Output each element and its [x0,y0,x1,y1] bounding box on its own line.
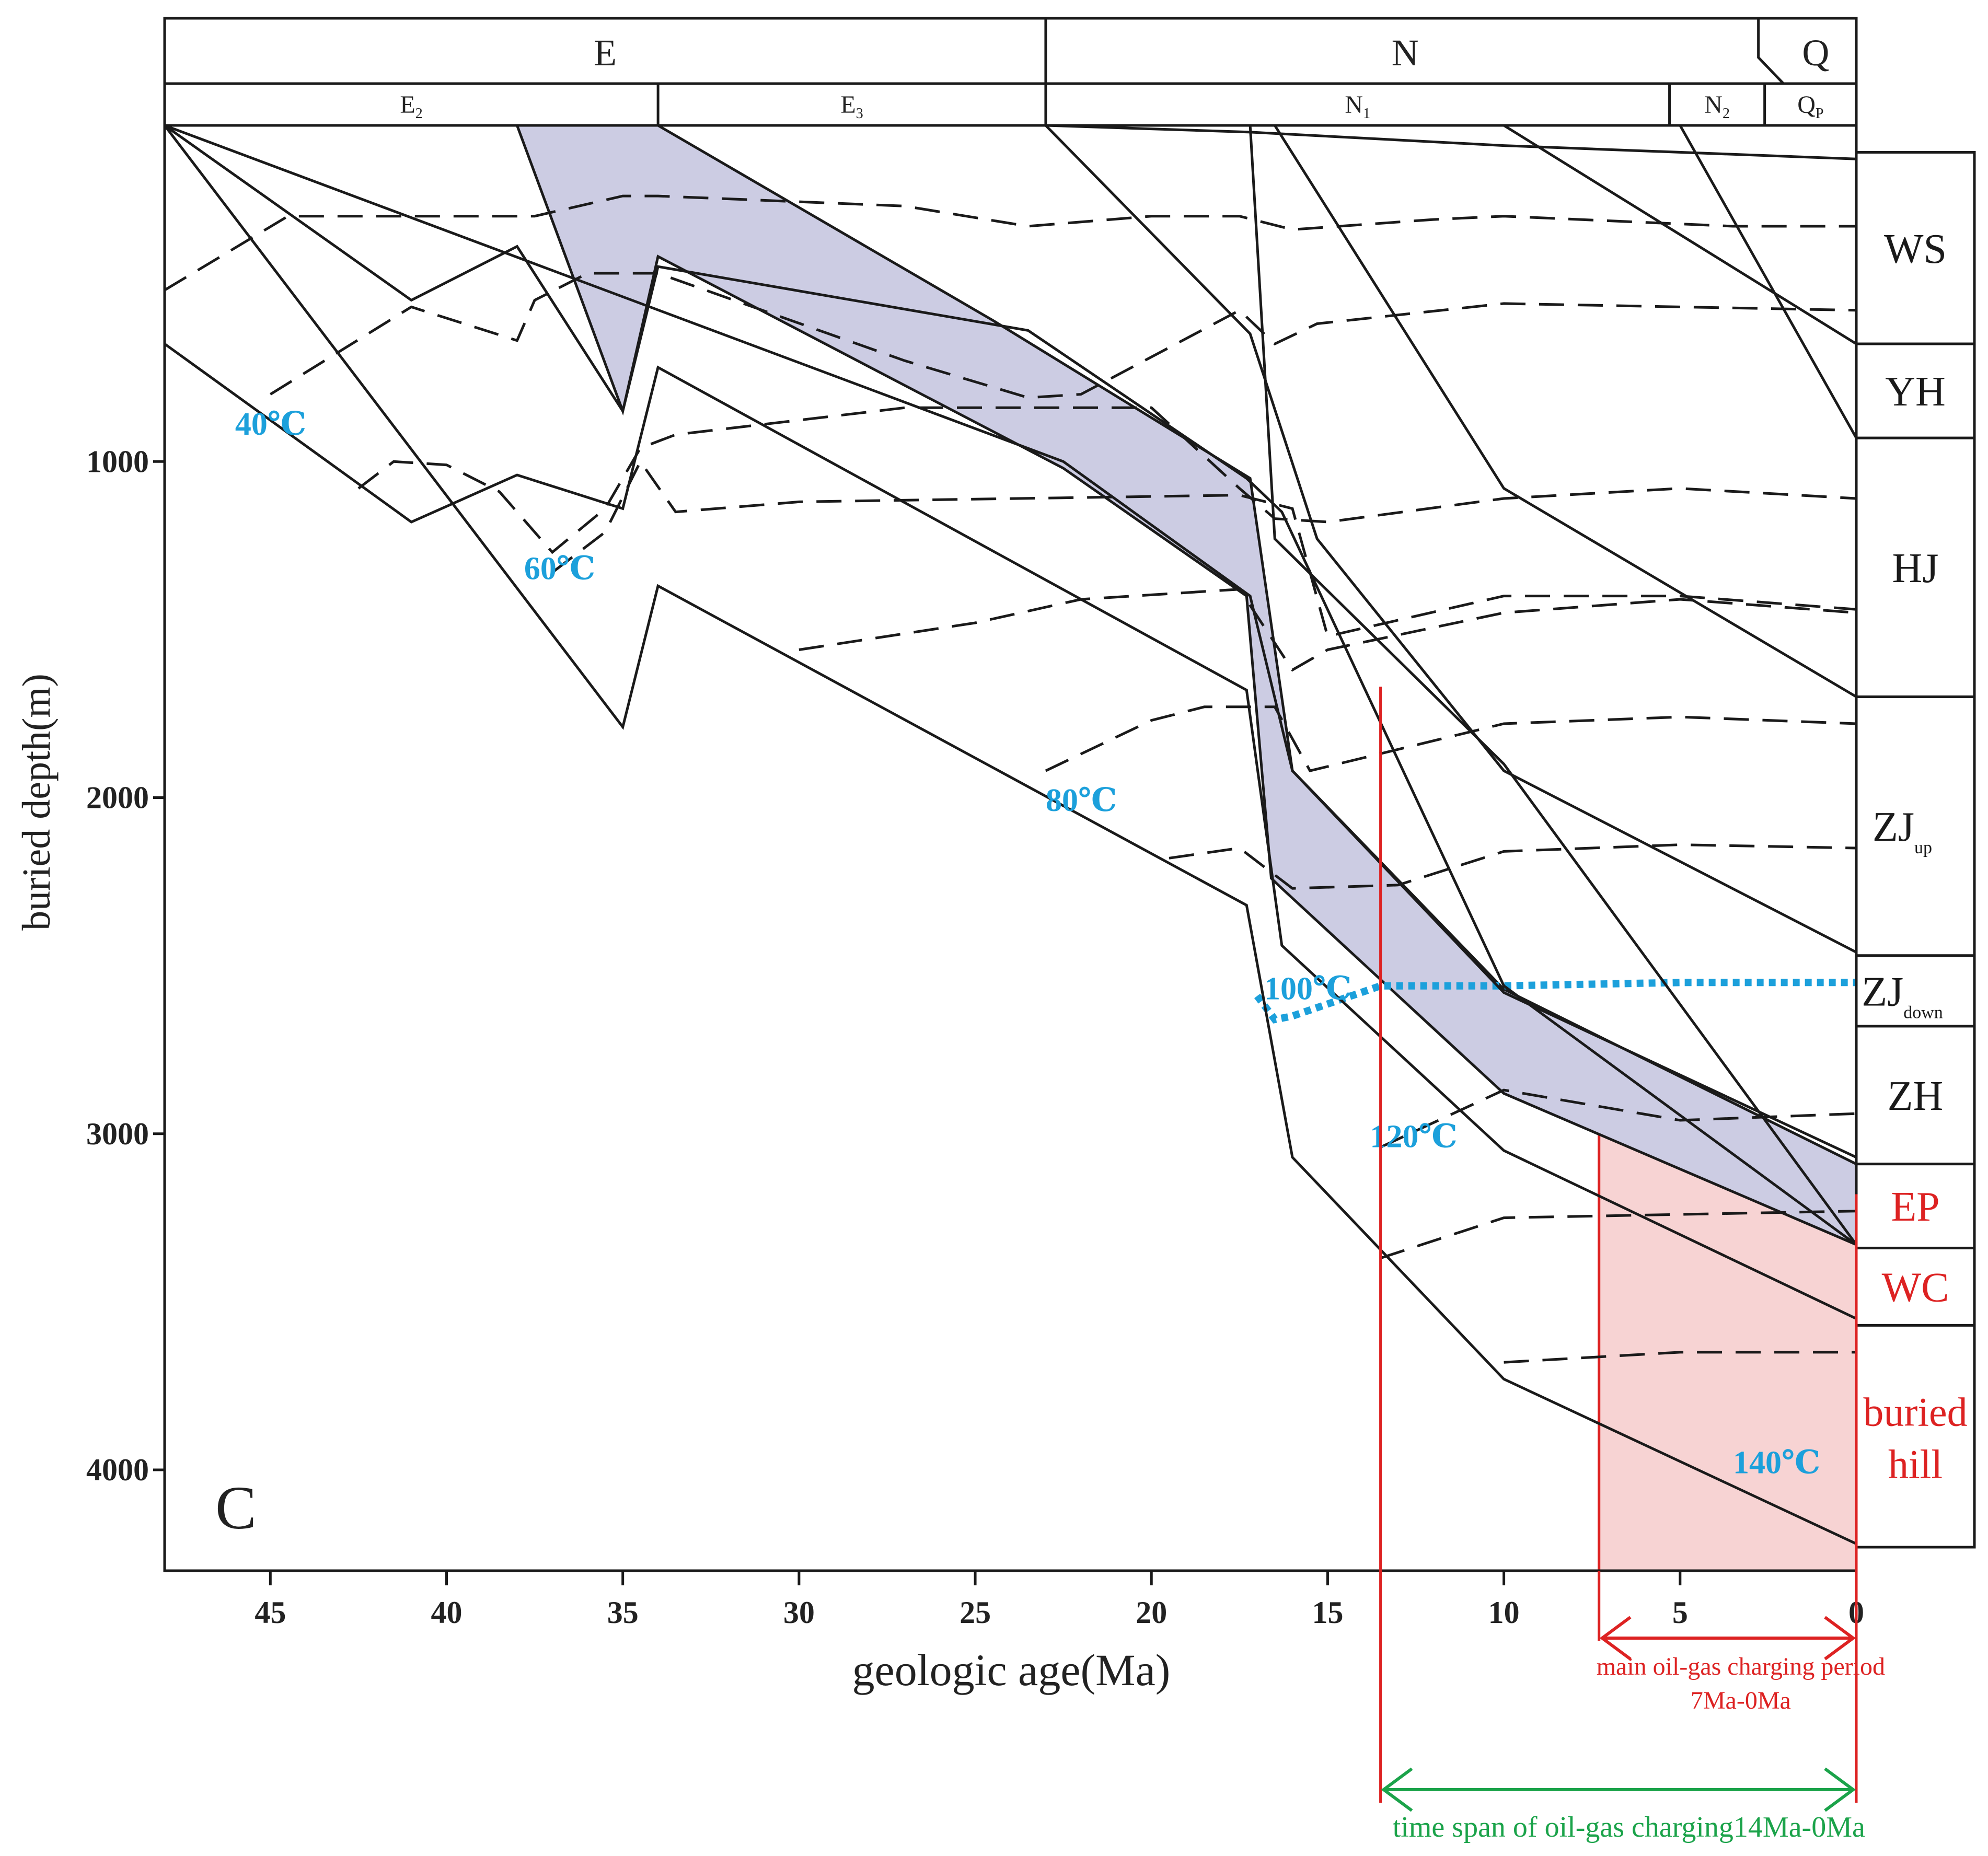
isotherm-line [1169,843,1856,890]
x-tick-label: 20 [1136,1595,1167,1630]
burial-curve [165,125,1856,1246]
isotherm-line [1045,705,1856,772]
burial-curve [1249,125,1856,1246]
filled-areas [515,125,1856,1571]
time-span-arrow-head-right [1824,1767,1856,1812]
formation-label: HJ [1892,546,1939,591]
main-charging-arrow-head-left [1599,1616,1632,1661]
isotherm-label: 40℃ [235,407,306,442]
isotherm-label: 100℃ [1264,971,1351,1006]
formation-box [1855,1163,1976,1249]
y-tick-label: 1000 [86,444,149,479]
isotherm-line [799,588,1856,672]
isotherm-label: 80℃ [1046,783,1117,818]
isotherm-line [1380,1210,1856,1260]
y-axis-title: buried depth(m) [15,674,59,931]
burial-curve [1274,125,1856,698]
x-tick-label: 40 [431,1595,463,1630]
formation-box [1855,1324,1976,1549]
x-tick-label: 5 [1672,1595,1688,1630]
formation-label: ZH [1888,1073,1944,1119]
formation-label: hill [1888,1442,1943,1487]
formation-label: EP [1891,1184,1939,1230]
annotations: 40℃ 60℃ 80℃ 100℃ 120℃ 140℃ main oil-gas chargi… [235,407,1885,1843]
formation-box [1855,342,1976,439]
x-tick-label: 15 [1312,1595,1343,1630]
isotherm-line [269,272,1856,399]
burial-curve [165,125,1856,1545]
stratigraphy-header: E N QE2 E3 N1 N2 QP [163,17,1858,127]
burial-curve [165,125,1856,1159]
main-charging-range-label: 7Ma-0Ma [1691,1687,1791,1714]
period-label: Q [1802,32,1829,74]
header-border [163,17,1858,127]
isotherm-line [357,406,1856,554]
formation-label: buried [1863,1389,1967,1435]
burial-curve [165,343,1856,1320]
formation-box [1855,954,1976,1028]
time-span-arrow-head-left [1381,1767,1413,1812]
x-tick-label: 10 [1488,1595,1520,1630]
panel-label: C [215,1474,257,1542]
formation-label: WC [1882,1265,1949,1310]
formation-box [1855,695,1976,957]
formation-box [1855,1025,1976,1166]
y-tick-label: 4000 [86,1453,149,1487]
formation-box [1855,436,1976,699]
isotherm-label: 120℃ [1370,1119,1457,1154]
isotherm-100-line [1254,979,1856,1024]
isotherm-label: 140℃ [1733,1445,1820,1480]
x-tick-label: 45 [255,1595,286,1630]
x-tick-label: 30 [783,1595,815,1630]
isotherm-line [1504,1351,1856,1364]
burial-curve [1679,125,1856,439]
y-tick-label: 3000 [86,1117,149,1151]
time-span-label: time span of oil-gas charging14Ma-0Ma [1393,1811,1865,1843]
burial-curve [1045,125,1856,954]
main-charging-arrow-head-right [1824,1616,1856,1661]
period-label: E [594,32,617,74]
formation-label: WS [1884,226,1947,272]
isotherm-line [165,194,1856,292]
isotherm-label: 60℃ [524,551,595,586]
formation-box [1855,150,1976,345]
x-tick-label: 35 [607,1595,639,1630]
burial-curve [1503,125,1856,345]
surface-line [165,125,1856,160]
reservoir-band [515,125,1856,1246]
axes: 4540353025201510501000200030004000 [86,444,1864,1630]
y-tick-label: 2000 [86,781,149,815]
epoch-label: QP [1797,91,1823,122]
period-label: N [1392,32,1419,74]
burial-curves [165,125,1856,1545]
period-boundary [1757,18,1785,85]
x-axis-title: geologic age(Ma) [852,1645,1171,1695]
formation-label: YH [1885,369,1946,415]
x-tick-label: 25 [960,1595,991,1630]
main-charging-label: main oil-gas charging period [1597,1653,1885,1680]
